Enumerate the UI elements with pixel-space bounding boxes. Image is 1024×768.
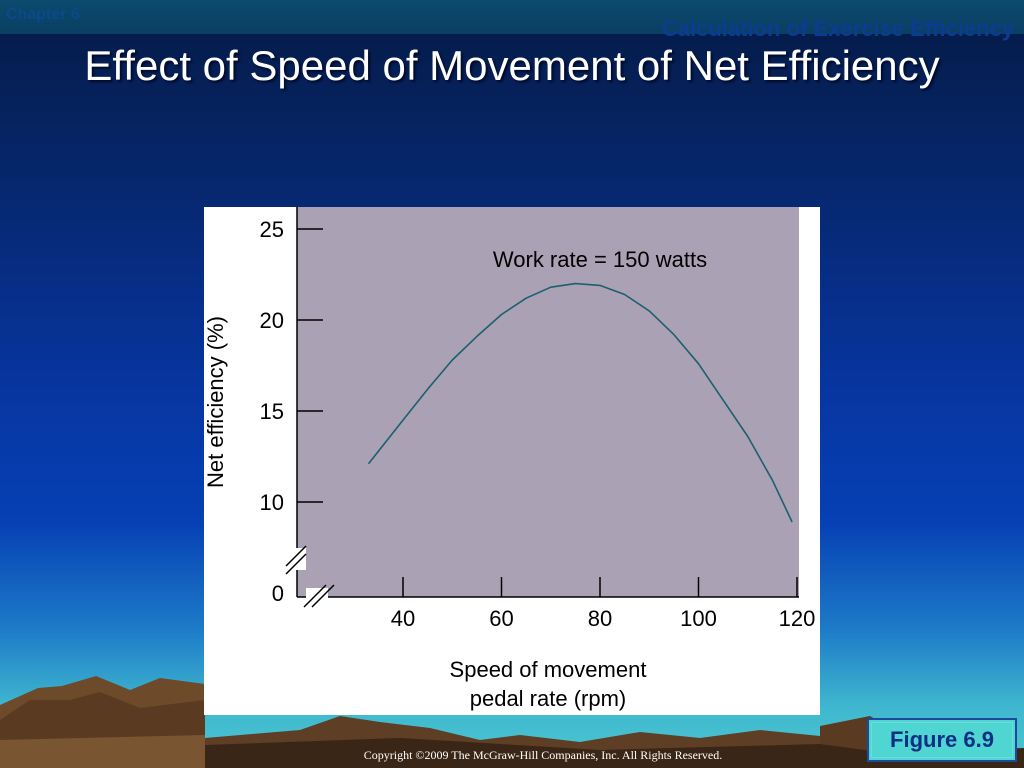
y-tick-label: 10	[260, 490, 284, 515]
x-tick-group: 40 60 80 100 120	[391, 577, 816, 631]
chart-annotation: Work rate = 150 watts	[493, 247, 707, 272]
slide-title: Effect of Speed of Movement of Net Effic…	[84, 42, 940, 89]
y-axis-label: Net efficiency (%)	[203, 316, 228, 488]
series-line	[367, 282, 793, 523]
x-tick-label: 60	[489, 606, 513, 631]
y-tick-label: 20	[260, 308, 284, 333]
y-tick-label: 15	[260, 399, 284, 424]
y-tick-group: 0 10 15 20 25	[260, 217, 323, 606]
figure-label: Figure 6.9	[867, 718, 1017, 762]
efficiency-chart: 0 10 15 20 25 40 60 80 100 120 Work rate = 150 w…	[203, 207, 820, 715]
x-tick-label: 40	[391, 606, 415, 631]
y-tick-label: 25	[260, 217, 284, 242]
x-tick-label: 100	[680, 606, 717, 631]
chapter-label: Chapter 6	[6, 6, 80, 23]
x-tick-label: 120	[779, 606, 816, 631]
copyright-notice: Copyright ©2009 The McGraw-Hill Companie…	[363, 748, 723, 762]
y-axis-break	[285, 545, 307, 575]
section-label: Calculation of Exercise Efficiency	[661, 16, 1014, 41]
x-axis-break	[303, 584, 335, 608]
header-bar: Chapter 6 Calculation of Exercise Effici…	[0, 0, 1024, 41]
y-tick-label: 0	[272, 581, 284, 606]
x-axis-label-line1: Speed of movement	[450, 657, 647, 682]
plot-area	[297, 207, 799, 597]
x-tick-label: 80	[588, 606, 612, 631]
x-axis-label-line2: pedal rate (rpm)	[470, 686, 627, 711]
mountain-backdrop	[0, 676, 1024, 768]
